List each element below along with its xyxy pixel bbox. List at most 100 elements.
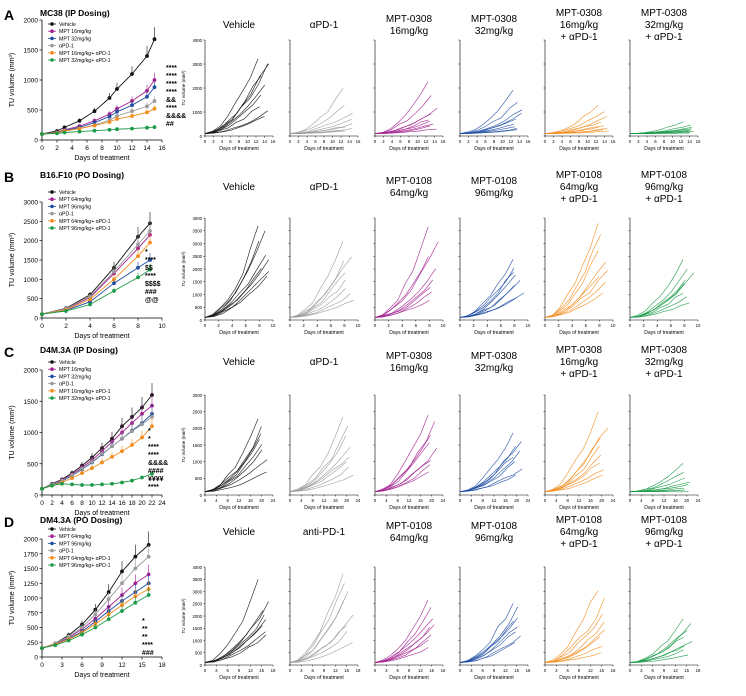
legend-swatch-marker — [50, 58, 54, 62]
significance-label: **** — [145, 257, 156, 264]
tumour-curve — [459, 280, 521, 318]
x-tick-label: 4 — [231, 323, 234, 328]
data-point — [130, 103, 134, 108]
data-point — [120, 480, 124, 485]
x-tick-label: 6 — [112, 323, 116, 330]
panel-D: D DM4.3A (PO Dosing)025050075010001250150… — [4, 514, 701, 681]
legend-swatch-marker — [50, 563, 54, 567]
data-point — [112, 269, 116, 274]
tumour-curve — [289, 591, 349, 663]
x-tick-label: 8 — [651, 498, 654, 503]
x-tick-label: 20 — [138, 500, 146, 507]
x-axis-label: Days of treatment — [474, 505, 514, 511]
significance-label: * — [148, 436, 151, 443]
tumour-curve — [629, 472, 684, 493]
x-tick-label: 2 — [467, 139, 470, 144]
data-point — [70, 473, 74, 477]
x-tick-label: 10 — [330, 139, 335, 144]
x-tick-label: 0 — [204, 668, 207, 673]
significance-label: * — [142, 618, 145, 625]
tumour-curve — [459, 457, 514, 493]
tumour-curve — [289, 642, 353, 663]
x-tick-label: 14 — [517, 139, 522, 144]
x-tick-label: 4 — [555, 498, 558, 503]
tumour-curve — [459, 101, 518, 134]
tumour-curve — [544, 130, 609, 134]
x-tick-label: 15 — [599, 668, 604, 673]
tumour-curve — [544, 590, 599, 663]
x-tick-label: 4 — [88, 323, 92, 330]
panel-title: anti-PD-1 — [303, 527, 346, 538]
y-tick-label: 500 — [27, 296, 38, 303]
panel-title: + αPD-1 — [560, 32, 598, 43]
data-point — [130, 114, 134, 118]
tumour-curve — [204, 271, 270, 318]
data-point — [140, 422, 144, 427]
chart-title: DM4.3A (PO Dosing) — [40, 515, 122, 525]
tumour-curve — [544, 223, 599, 318]
tumour-curve — [374, 128, 437, 134]
legend-swatch-marker — [50, 556, 54, 560]
tumour-curve — [374, 300, 430, 318]
x-tick-label: 15 — [684, 668, 689, 673]
tumour-curve — [204, 225, 259, 318]
x-tick-label: 9 — [100, 662, 104, 669]
tumour-curve — [544, 445, 600, 493]
data-point — [80, 632, 84, 637]
tumour-curve — [374, 113, 432, 134]
tumour-curve — [544, 474, 603, 493]
tumour-curve — [629, 618, 684, 663]
panel-title: MPT-0308 — [556, 8, 603, 19]
significance-label: ** — [142, 626, 148, 633]
x-tick-label: 10 — [611, 323, 616, 328]
significance-label: #### — [148, 468, 164, 475]
x-tick-label: 24 — [356, 498, 361, 503]
x-tick-label: 8 — [566, 498, 569, 503]
data-point — [107, 114, 112, 119]
x-tick-label: 6 — [654, 139, 657, 144]
legend-swatch-marker — [50, 29, 54, 33]
tumour-curve — [204, 84, 265, 134]
tumour-curve — [374, 241, 439, 318]
x-tick-label: 6 — [70, 500, 74, 507]
significance-label: &&&& — [148, 460, 168, 467]
x-tick-label: 12 — [577, 498, 582, 503]
data-point — [80, 483, 84, 487]
series--pd-1 — [40, 407, 154, 491]
data-point — [60, 481, 64, 486]
x-tick-label: 16 — [418, 498, 423, 503]
x-tick-label: 24 — [696, 498, 701, 503]
panel-title: 64mg/kg — [560, 527, 598, 538]
data-point — [90, 459, 94, 464]
x-tick-label: 18 — [526, 668, 531, 673]
x-tick-label: 24 — [611, 498, 616, 503]
data-point — [140, 411, 144, 416]
significance-label: **** — [166, 89, 177, 96]
data-point — [92, 109, 97, 114]
tumour-curve — [544, 636, 601, 663]
x-tick-label: 8 — [408, 139, 411, 144]
y-tick-label: 3000 — [192, 62, 202, 67]
x-tick-label: 12 — [503, 668, 508, 673]
x-tick-label: 2 — [472, 323, 475, 328]
series-line — [41, 86, 155, 135]
tumour-curve — [204, 230, 266, 318]
tumour-curve — [204, 610, 264, 663]
panel-title: MPT-0108 — [471, 176, 518, 187]
x-tick-label: 4 — [300, 498, 303, 503]
data-point — [80, 466, 84, 471]
series-mpt-96mg-kg-pd-1 — [40, 263, 152, 317]
series-line — [41, 269, 151, 315]
x-axis-label: Days of treatment — [389, 675, 429, 681]
data-point — [93, 622, 98, 626]
legend-label: MPT 32mg/kg+ αPD-1 — [59, 58, 111, 64]
legend-swatch-marker — [50, 211, 54, 216]
tumour-curve — [204, 601, 269, 663]
x-tick-label: 3 — [60, 662, 64, 669]
x-tick-label: 12 — [679, 139, 684, 144]
